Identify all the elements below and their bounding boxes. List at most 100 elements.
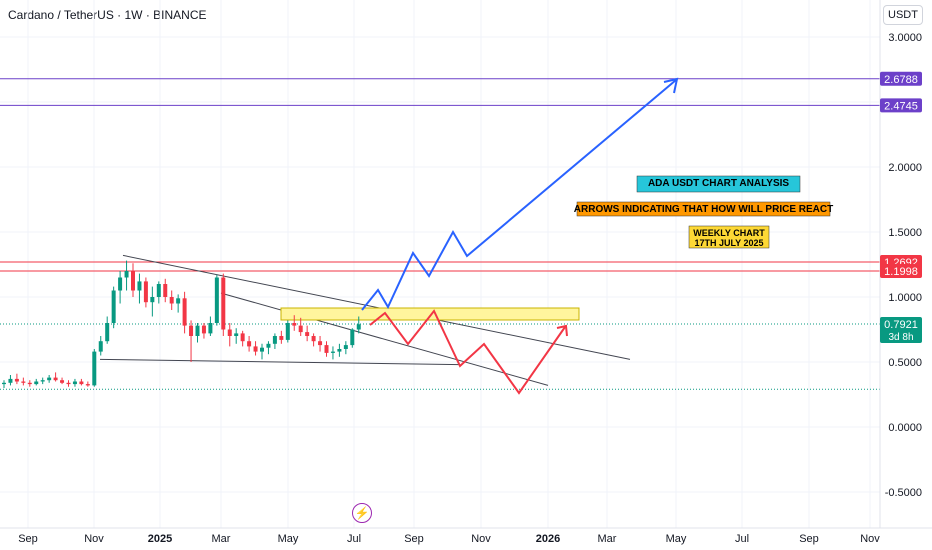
x-tick-label: Nov (471, 533, 491, 545)
candle-body (27, 382, 32, 385)
red-projection-line (369, 309, 566, 395)
x-tick-label: Jul (735, 533, 749, 545)
currency-button[interactable]: USDT (883, 5, 923, 25)
arrows-note-label-text: ARROWS INDICATING THAT HOW WILL PRICE RE… (574, 204, 833, 215)
candle-body (111, 290, 116, 323)
x-tick-label: Mar (212, 533, 231, 545)
candle-body (47, 377, 52, 381)
candle-body (240, 333, 245, 342)
candle-body (85, 384, 90, 386)
candle-body (72, 381, 77, 385)
price-tag-current: 0.7921 (884, 319, 918, 331)
candle-body (124, 271, 129, 278)
x-tick-label: May (278, 533, 299, 545)
candle-body (8, 378, 13, 383)
candle-body (79, 381, 84, 385)
candle-body (272, 336, 277, 344)
trendline-upper (122, 254, 631, 360)
candle-body (279, 336, 284, 340)
trendline-lower (99, 358, 461, 366)
candle-body (337, 349, 342, 352)
trendline-mid (220, 292, 549, 386)
candle-body (34, 381, 39, 385)
y-tick-label: -0.5000 (885, 487, 922, 499)
candle-body (137, 281, 142, 291)
candle-body (311, 336, 316, 342)
x-tick-label: Jul (347, 533, 361, 545)
analysis-title-label-bg (636, 175, 801, 193)
x-tick-label: Mar (598, 533, 617, 545)
arrows-note-label-bg (576, 201, 831, 217)
candle-body (234, 333, 239, 336)
candle-body (66, 382, 71, 385)
candle-body (60, 380, 65, 383)
y-tick-label: 2.0000 (888, 162, 922, 174)
y-tick-label: 3.0000 (888, 32, 922, 44)
candle-body (169, 297, 174, 304)
x-tick-label: Sep (404, 533, 424, 545)
y-tick-label: 0.0000 (888, 422, 922, 434)
candle-body (163, 284, 168, 297)
candle-body (298, 325, 303, 333)
x-tick-label: 2025 (148, 533, 172, 545)
candle-body (343, 345, 348, 349)
flash-icon[interactable]: ⚡ (352, 503, 372, 523)
candle-body (176, 298, 181, 304)
candle-body (221, 277, 226, 330)
price-tag-countdown: 3d 8h (888, 332, 913, 343)
candle-body (189, 325, 194, 336)
candle-body (131, 271, 135, 291)
candle-body (150, 297, 155, 303)
candle-body (324, 345, 329, 353)
candle-body (195, 325, 200, 336)
price-tag-bg (880, 71, 922, 86)
candle-body (118, 277, 123, 291)
candle-body (92, 351, 97, 386)
x-tick-label: Nov (860, 533, 880, 545)
weekly-note-label-text: WEEKLY CHART (693, 228, 765, 238)
x-tick-label: Sep (18, 533, 38, 545)
candle-body (40, 380, 45, 382)
blue-projection-line (361, 79, 677, 311)
y-tick-label: 0.5000 (888, 357, 922, 369)
candle-body (292, 323, 297, 326)
price-tag-bg (880, 264, 922, 279)
candle-body (305, 332, 310, 336)
candle-body (330, 351, 335, 353)
price-tag-bg (880, 317, 922, 344)
candle-body (350, 329, 355, 346)
candle-body (105, 323, 110, 342)
candle-body (253, 346, 258, 352)
candle-body (285, 323, 290, 340)
candle-body (214, 277, 219, 323)
blue-arrowhead (663, 77, 679, 94)
candle-body (143, 281, 148, 303)
candle-body (156, 284, 161, 297)
price-tag-red: 1.1998 (884, 266, 918, 278)
candle-body (227, 329, 232, 336)
price-tag-purple: 2.6788 (884, 74, 918, 86)
y-tick-label: 1.0000 (888, 292, 922, 304)
candle-body (260, 347, 264, 352)
x-tick-label: Nov (84, 533, 104, 545)
candle-body (98, 341, 103, 352)
candle-body (247, 341, 252, 347)
y-tick-label: 1.5000 (888, 227, 922, 239)
candle-body (356, 324, 361, 330)
chart-title: Cardano / TetherUS · 1W · BINANCE (8, 8, 207, 22)
candle-body (266, 343, 271, 348)
red-arrowhead (556, 324, 568, 337)
candle-body (201, 325, 206, 334)
candle-body (21, 381, 26, 383)
weekly-note-label-text: 17TH JULY 2025 (694, 238, 763, 248)
price-tag-purple: 2.4745 (884, 100, 918, 112)
highlight-zone (280, 307, 580, 321)
candle-body (208, 323, 213, 334)
candle-body (2, 382, 6, 385)
candle-body (182, 298, 187, 326)
candle-body (53, 377, 58, 381)
x-tick-label: 2026 (536, 533, 560, 545)
weekly-note-label-bg (688, 225, 770, 249)
candle-body (318, 341, 323, 346)
